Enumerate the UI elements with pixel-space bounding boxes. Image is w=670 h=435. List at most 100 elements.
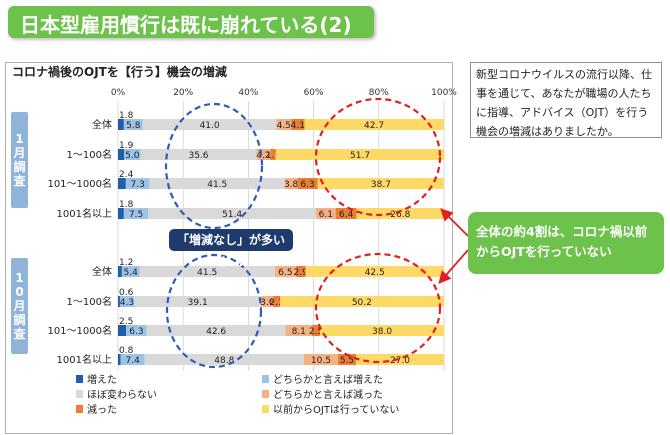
bar-segment: [142, 119, 277, 130]
arrow-line: [440, 208, 469, 237]
bar-segment: [120, 354, 145, 365]
bar-segment: [291, 119, 305, 130]
data-label: 6.1: [319, 210, 333, 220]
bar-segment: [125, 178, 150, 189]
data-label: 7.3: [131, 180, 145, 190]
category-label: 101〜1000名: [47, 324, 112, 337]
category-label: 101〜1000名: [47, 177, 112, 190]
data-label: 38.0: [372, 327, 392, 337]
legend-swatch: [262, 390, 269, 398]
legend-label: 減った: [87, 403, 117, 416]
bar-segment: [118, 178, 126, 189]
data-label: 6.4: [339, 210, 354, 220]
data-label: 5.5: [340, 356, 354, 366]
group-label-box: [11, 258, 28, 354]
data-label: 1.2: [119, 258, 133, 268]
data-label: 42.7: [364, 121, 384, 131]
legend-swatch: [262, 405, 269, 413]
category-label: 1001名以上: [57, 353, 112, 366]
bar-segment: [126, 325, 147, 336]
bar-segment: [320, 325, 444, 336]
bar-segment: [133, 296, 262, 307]
data-label: 51.7: [350, 151, 370, 161]
data-label: 1.9: [119, 141, 134, 151]
group-label-char: 査: [12, 326, 26, 341]
bar-segment: [118, 266, 122, 277]
group-label-char: 0: [15, 285, 23, 299]
bar-segment: [335, 208, 357, 219]
bar-segment: [297, 178, 318, 189]
annotation-ellipse-red: [314, 252, 442, 364]
group-label-char: 月: [12, 299, 25, 313]
data-label: 1.8: [119, 200, 134, 210]
legend-label: 増えた: [87, 373, 117, 386]
bar-segment: [270, 149, 276, 160]
data-label: 10.5: [311, 356, 331, 366]
legend-label: 以前からOJTは行っていない: [273, 403, 399, 416]
data-label: 26.8: [390, 210, 410, 220]
bar-segment: [274, 266, 296, 277]
data-label: 42.5: [365, 268, 385, 278]
bar-segment: [284, 178, 298, 189]
category-label: 1〜100名: [67, 148, 112, 161]
data-label: 2.1: [269, 298, 283, 308]
category-label: 全体: [92, 118, 112, 131]
callout-no-change: 「増減なし」が多いが…: [169, 229, 293, 269]
bar-segment: [276, 119, 292, 130]
bar-segment: [149, 178, 285, 189]
data-label: 6.3: [129, 327, 143, 337]
bar-segment: [338, 354, 356, 365]
category-label: 1001名以上: [57, 207, 112, 220]
data-label: 2.5: [119, 317, 133, 327]
bar-segment: [144, 354, 304, 365]
bar-segment: [275, 149, 445, 160]
data-label: 5.4: [124, 268, 139, 278]
data-label: 3.8: [284, 180, 299, 190]
bar-segment: [118, 354, 121, 365]
data-label: 0.8: [119, 346, 134, 356]
bar-segment: [140, 149, 257, 160]
data-label: 6.3: [300, 180, 314, 190]
annotation-ellipse-blue: [164, 102, 264, 230]
x-tick-label: 40%: [238, 88, 258, 98]
bar-segment: [148, 208, 316, 219]
bar-segment: [121, 266, 140, 277]
question-box: 新型コロナウイルスの流行以降、仕事を通じて、あなたが職場の人たちに指導、アドバイ…: [470, 62, 662, 138]
arrow-line: [438, 249, 469, 284]
bar-segment: [261, 296, 274, 307]
group-label-char: 査: [12, 173, 26, 188]
bar-segment: [303, 354, 339, 365]
data-label: 5.8: [126, 121, 141, 131]
bar-segment: [118, 325, 127, 336]
data-label: 27.0: [390, 356, 410, 366]
legend-label: どちらかと言えば減った: [273, 388, 383, 401]
legend-swatch: [76, 375, 83, 383]
legend-label: どちらかと言えば増えた: [273, 373, 383, 386]
bar-segment: [139, 266, 275, 277]
x-tick-label: 80%: [369, 88, 389, 98]
data-label: 41.0: [200, 121, 220, 131]
data-label: 5.0: [125, 151, 140, 161]
page-title: 日本型雇用慣行は既に崩れている(2): [20, 13, 352, 37]
legend-swatch: [76, 390, 83, 398]
category-label: 1〜100名: [67, 295, 112, 308]
x-tick-label: 60%: [304, 88, 324, 98]
legend-label: ほぼ変わらない: [87, 388, 157, 401]
legend-swatch: [262, 375, 269, 383]
bar-segment: [146, 325, 286, 336]
bar-segment: [305, 266, 444, 277]
group-label-char: 調: [13, 312, 25, 327]
data-label: 41.5: [207, 180, 227, 190]
data-label: 4.1: [291, 121, 305, 131]
x-tick-label: 20%: [173, 88, 193, 98]
group-label-char: 1: [15, 132, 23, 146]
legend-swatch: [76, 405, 83, 413]
bar-segment: [356, 208, 444, 219]
data-label: 50.2: [352, 298, 372, 308]
chart-title: コロナ禍後のOJTを【行う】機会の増減: [12, 64, 227, 79]
data-label: 2.9: [294, 268, 309, 278]
bar-segment: [280, 296, 444, 307]
data-label: 4.5: [277, 121, 291, 131]
group-label-box: [11, 112, 28, 208]
